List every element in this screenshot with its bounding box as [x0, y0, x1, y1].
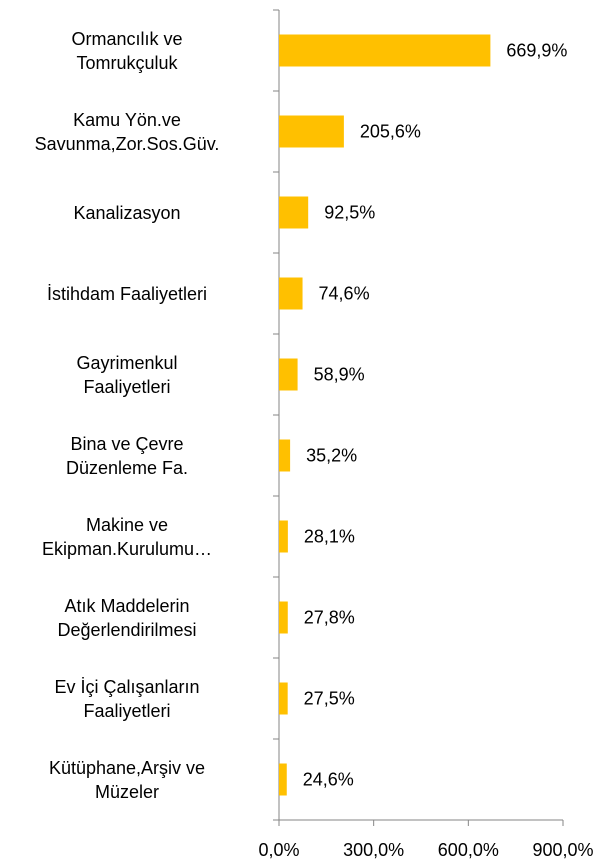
category-label: Ev İçi Çalışanların Faaliyetleri — [54, 676, 200, 721]
x-tick-label: 0,0% — [258, 840, 299, 860]
category-label: Kütüphane,Arşiv ve Müzeler — [48, 757, 206, 802]
value-label: 24,6% — [303, 769, 354, 789]
value-label: 205,6% — [360, 121, 421, 141]
x-tick-label: 300,0% — [343, 840, 404, 860]
bar — [279, 601, 288, 634]
bar — [279, 277, 303, 310]
category-label: Makine ve Ekipman.Kurulumu… — [41, 514, 213, 559]
value-label: 74,6% — [319, 283, 370, 303]
category-label: İstihdam Faaliyetleri — [46, 283, 208, 304]
category-label: Kanalizasyon — [73, 202, 181, 223]
bar — [279, 34, 491, 67]
bar — [279, 439, 291, 472]
value-label: 28,1% — [304, 526, 355, 546]
value-label: 27,8% — [304, 607, 355, 627]
value-label: 35,2% — [306, 445, 357, 465]
category-label: Gayrimenkul Faaliyetleri — [76, 352, 178, 397]
x-tick-label: 600,0% — [438, 840, 499, 860]
category-label: Bina ve Çevre Düzenleme Fa. — [65, 433, 189, 478]
value-label: 669,9% — [506, 40, 567, 60]
value-label: 58,9% — [314, 364, 365, 384]
bar — [279, 520, 288, 553]
bar — [279, 682, 288, 715]
bar — [279, 115, 344, 148]
category-label: Ormancılık ve Tomrukçuluk — [71, 28, 183, 73]
category-label: Kamu Yön.ve Savunma,Zor.Sos.Güv. — [34, 109, 220, 154]
value-label: 92,5% — [324, 202, 375, 222]
category-label: Atık Maddelerin Değerlendirilmesi — [57, 595, 197, 640]
bar — [279, 358, 298, 391]
bar — [279, 763, 287, 796]
x-tick-label: 900,0% — [532, 840, 593, 860]
bar — [279, 196, 309, 229]
value-label: 27,5% — [304, 688, 355, 708]
